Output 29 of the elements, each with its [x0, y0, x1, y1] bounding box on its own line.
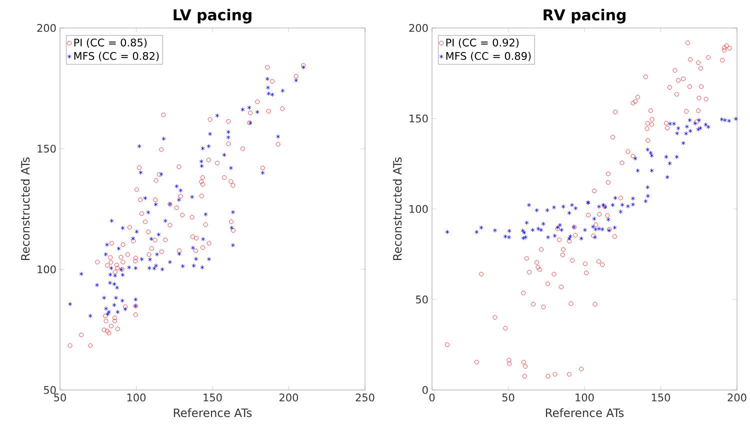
- legend-label: MFS (CC = 0.82): [74, 52, 159, 62]
- y-tick-label: 150: [410, 114, 428, 122]
- x-axis-title: Reference ATs: [546, 408, 624, 418]
- x-tick-label: 100: [127, 394, 146, 402]
- y-axis-title: Reconstructed ATs: [392, 157, 402, 260]
- y-tick-label: 100: [38, 265, 56, 274]
- x-tick-label: 200: [280, 394, 298, 402]
- chart-title: LV pacing: [174, 8, 252, 24]
- x-tick-label: 150: [652, 394, 670, 402]
- y-tick-label: 50: [416, 296, 428, 304]
- chart-title: RV pacing: [544, 8, 626, 24]
- legend-label: PI (CC = 0.92): [446, 38, 519, 48]
- x-tick-label: 0: [429, 394, 435, 402]
- x-tick-label: 50: [54, 394, 66, 402]
- x-tick-label: 100: [576, 394, 594, 402]
- y-tick-label: 150: [38, 144, 56, 153]
- legend-label: PI (CC = 0.85): [74, 38, 147, 48]
- y-tick-label: 0: [422, 386, 428, 394]
- legend-label: MFS (CC = 0.89): [446, 52, 531, 62]
- y-tick-label: 200: [37, 24, 56, 32]
- y-tick-label: 100: [410, 205, 428, 213]
- x-tick-label: 200: [728, 394, 746, 402]
- y-tick-label: 50: [44, 386, 56, 394]
- x-tick-label: 150: [204, 394, 222, 402]
- y-axis-title: Reconstructed ATs: [20, 157, 30, 260]
- y-tick-label: 200: [409, 24, 428, 32]
- x-axis-title: Reference ATs: [174, 408, 252, 418]
- x-tick-label: 250: [356, 394, 374, 402]
- x-tick-label: 50: [502, 394, 514, 402]
